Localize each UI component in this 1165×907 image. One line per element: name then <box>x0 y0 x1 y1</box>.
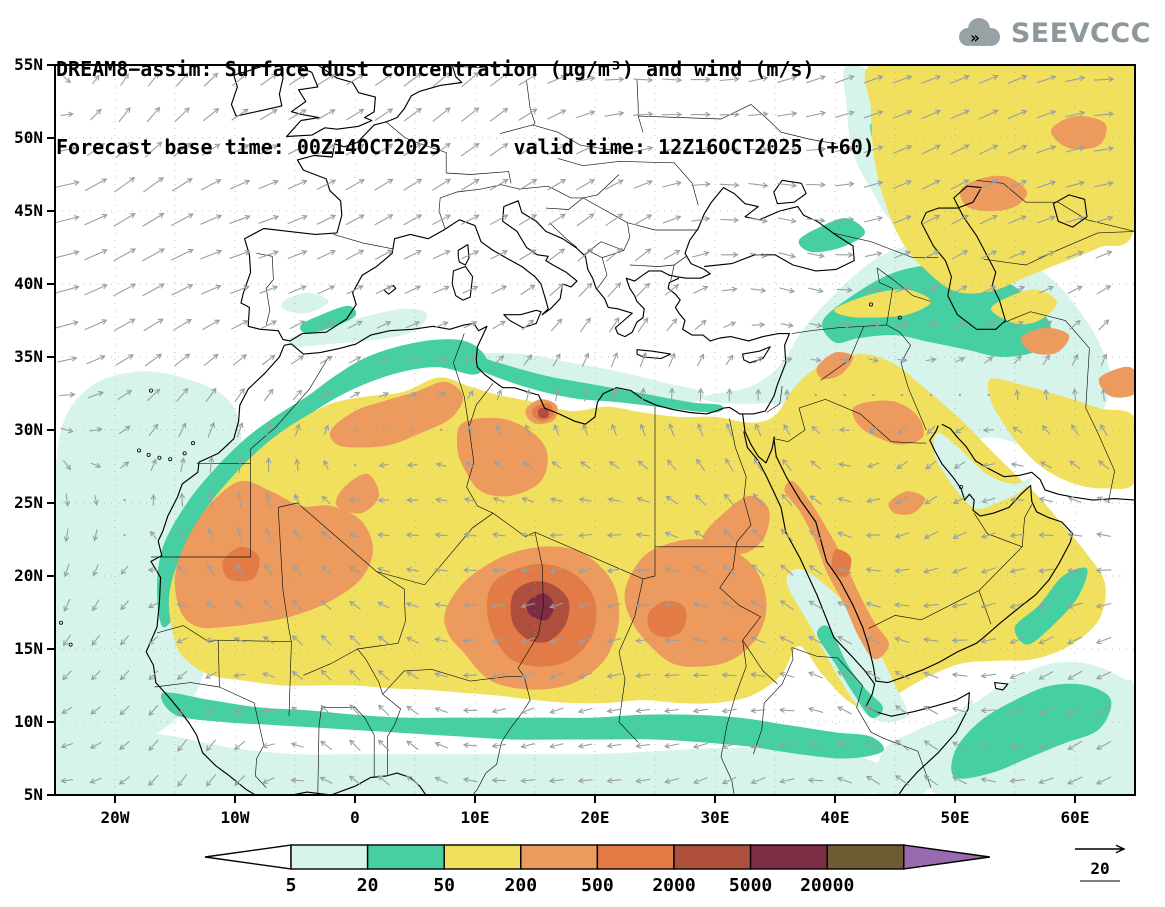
dust-region-20-50 <box>157 339 488 628</box>
colorbar-label: 20 <box>357 875 379 896</box>
lon-tick-label: 0 <box>350 808 360 827</box>
dust-region-5-20 <box>933 432 1034 510</box>
lat-tick-label: 5N <box>24 785 43 804</box>
dust-region-200-500 <box>1020 327 1070 355</box>
dust-region-200-500 <box>959 175 1028 211</box>
dust-region-50-200 <box>987 378 1135 489</box>
dust-region-500-2000 <box>831 549 852 577</box>
colorbar: 5 20 50 200 500 2000 5000 20000 <box>204 844 990 896</box>
lon-tick-label: 40E <box>821 808 850 827</box>
dust-region-200-500 <box>1098 366 1135 398</box>
dust-region-20-50 <box>160 692 885 759</box>
dust-region-20-50 <box>299 305 357 334</box>
lat-tick-label: 50N <box>14 128 43 147</box>
dust-region-200-500 <box>852 400 924 445</box>
dust-region-20-50 <box>798 218 866 253</box>
lon-tick-label: 10W <box>221 808 250 827</box>
colorbar-cell <box>596 844 675 870</box>
dust-region-200-500 <box>1050 115 1107 150</box>
lon-tick-label: 50E <box>941 808 970 827</box>
colorbar-cell <box>366 844 445 870</box>
graticule-layer <box>55 65 1135 795</box>
dust-region-20-50 <box>446 348 724 413</box>
dust-region-200-500 <box>456 417 548 497</box>
colorbar-label: 5000 <box>729 875 772 896</box>
colorbar-label: 2000 <box>652 875 695 896</box>
lat-tick-label: 25N <box>14 493 43 512</box>
dust-region-20-50 <box>951 683 1112 779</box>
dust-region-5-20 <box>55 724 909 795</box>
dust-region-5-20 <box>874 699 974 795</box>
dust-region-5000-20000 <box>526 593 555 621</box>
lat-tick-label: 45N <box>14 201 43 220</box>
cloud-logo-icon: » <box>958 18 1000 47</box>
colorbar-cell <box>520 844 599 870</box>
lat-tick-label: 10N <box>14 712 43 731</box>
dust-region-2000-5000 <box>538 407 549 419</box>
lat-tick-label: 15N <box>14 639 43 658</box>
cloud-chevrons: » <box>970 28 980 47</box>
colorbar-label: 20000 <box>800 875 854 896</box>
dust-region-50-200 <box>991 289 1057 325</box>
dust-region-500-2000 <box>647 600 687 638</box>
basemap-layer <box>59 65 1135 795</box>
dust-concentration-layer <box>55 65 1135 795</box>
lat-tick-label: 30N <box>14 420 43 439</box>
dust-region-200-500 <box>329 381 464 448</box>
page-subtitle: Forecast base time: 00Z14OCT2025 valid t… <box>56 135 875 159</box>
wind-reference: 20 <box>1075 844 1126 882</box>
colorbar-cell <box>826 844 905 870</box>
dust-region-200-500 <box>174 480 373 629</box>
lon-tick-label: 10E <box>461 808 490 827</box>
calm-wind-dots <box>123 393 990 537</box>
lon-tick-label: 20W <box>101 808 130 827</box>
colorbar-cell <box>673 844 752 870</box>
lat-tick-label: 20N <box>14 566 43 585</box>
colorbar-cell <box>443 844 522 870</box>
colorbar-label: 500 <box>581 875 614 896</box>
lat-tick-label: 40N <box>14 274 43 293</box>
logo-text: SEEVCCC <box>1010 17 1151 49</box>
wind-reference-value: 20 <box>1090 859 1109 878</box>
dust-region-20-50 <box>1014 567 1088 645</box>
dust-region-200-500 <box>888 491 926 515</box>
lat-tick-label: 35N <box>14 347 43 366</box>
wind-reference-arrow <box>1075 844 1126 854</box>
title-block: DREAM8−assim: Surface dust concentration… <box>56 4 875 212</box>
dust-region-5-20 <box>281 292 329 314</box>
colorbar-label: 200 <box>505 875 538 896</box>
dust-region-5-20 <box>786 568 908 723</box>
page-title: DREAM8−assim: Surface dust concentration… <box>56 57 815 81</box>
colorbar-right-arrow <box>903 844 990 870</box>
lon-tick-label: 20E <box>581 808 610 827</box>
colorbar-left-arrow <box>204 844 292 870</box>
dust-region-5-20 <box>286 308 428 348</box>
wind-vectors <box>55 71 1115 787</box>
dust-region-200-500 <box>702 495 770 555</box>
colorbar-label: 5 <box>286 875 297 896</box>
seevccc-logo: » SEEVCCC <box>953 16 1151 50</box>
lat-tick-label: 55N <box>14 55 43 74</box>
dust-region-200-500 <box>335 473 380 514</box>
dust-region-50-200 <box>834 289 931 318</box>
lon-tick-label: 60E <box>1061 808 1090 827</box>
colorbar-label: 50 <box>433 875 455 896</box>
dust-region-200-500 <box>816 352 854 380</box>
wind-vector-layer <box>55 71 1115 787</box>
colorbar-cell <box>290 844 369 870</box>
colorbar-cell <box>749 844 828 870</box>
lon-tick-label: 30E <box>701 808 730 827</box>
